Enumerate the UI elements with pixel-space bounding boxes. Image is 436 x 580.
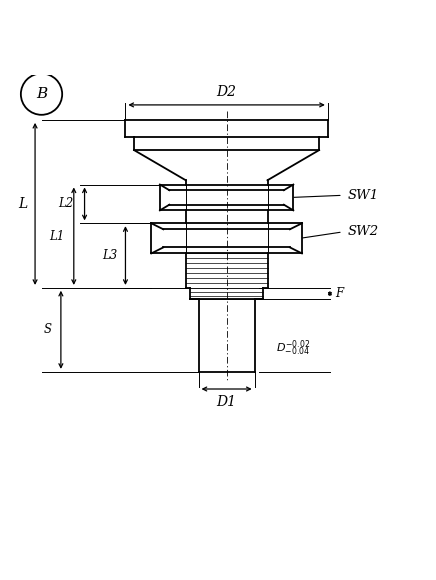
Text: F: F <box>335 287 343 300</box>
Text: $D^{-0.02}_{-0.04}$: $D^{-0.02}_{-0.04}$ <box>276 339 310 358</box>
Text: L2: L2 <box>58 197 74 211</box>
Text: D1: D1 <box>217 394 237 408</box>
Text: L1: L1 <box>49 230 65 242</box>
Text: L: L <box>18 197 27 211</box>
Text: L3: L3 <box>102 249 118 262</box>
Text: B: B <box>36 87 47 101</box>
Text: D2: D2 <box>217 85 237 99</box>
Text: SW1: SW1 <box>347 189 378 202</box>
Text: SW2: SW2 <box>347 226 378 238</box>
Text: S: S <box>44 323 51 336</box>
